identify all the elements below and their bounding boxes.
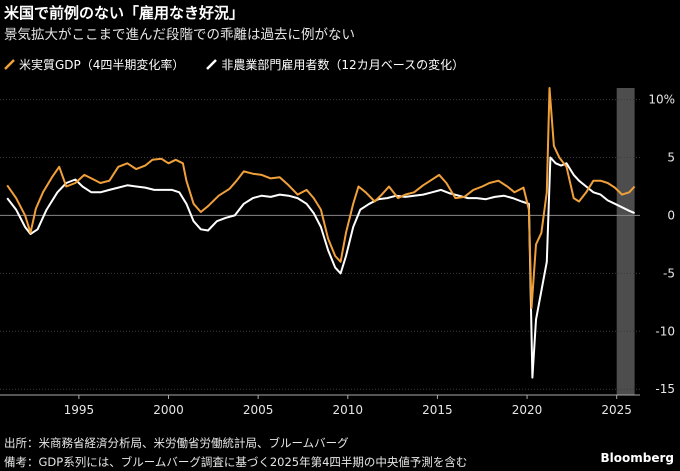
page-subtitle: 景気拡大がここまで進んだ段階での乖離は過去に例がない: [4, 27, 355, 43]
x-tick-label: 1995: [64, 403, 95, 417]
legend-item-gdp: 米実質GDP（4四半期変化率）: [4, 56, 184, 73]
bloomberg-logo: Bloomberg: [600, 451, 675, 465]
y-tick-label: 5: [667, 151, 675, 165]
legend-swatch-gdp: [4, 59, 15, 70]
y-tick-label: -10: [655, 324, 675, 338]
source-note: 出所：米商務省経済分析局、米労働省労働統計局、ブルームバーグ: [4, 436, 349, 450]
legend-label-gdp: 米実質GDP（4四半期変化率）: [19, 58, 185, 72]
forecast-shaded-region: [616, 88, 635, 395]
series-line-payrolls: [6, 156, 635, 379]
y-tick-label: -5: [663, 266, 675, 280]
y-tick-label: 0: [667, 208, 675, 222]
y-tick-label: 10%: [648, 93, 675, 107]
x-tick-label: 2010: [333, 403, 364, 417]
y-tick-label: -15: [655, 382, 675, 396]
x-tick-label: 2000: [153, 403, 184, 417]
x-tick-label: 2020: [512, 403, 543, 417]
footnote: 備考：GDP系列には、ブルームバーグ調査に基づく2025年第4四半期の中央値予測…: [4, 455, 468, 469]
page-title: 米国で前例のない「雇用なき好況」: [4, 4, 245, 22]
legend-label-payrolls: 非農業部門雇用者数（12カ月ベースの変化）: [221, 58, 465, 72]
legend-swatch-payrolls: [206, 59, 218, 70]
x-tick-label: 2025: [601, 403, 632, 417]
legend-item-payrolls: 非農業部門雇用者数（12カ月ベースの変化）: [206, 56, 464, 73]
series-line-gdp: [6, 87, 636, 310]
x-tick-label: 2015: [422, 403, 453, 417]
chart-legend: 米実質GDP（4四半期変化率） 非農業部門雇用者数（12カ月ベースの変化）: [4, 56, 464, 73]
x-tick-label: 2005: [243, 403, 274, 417]
